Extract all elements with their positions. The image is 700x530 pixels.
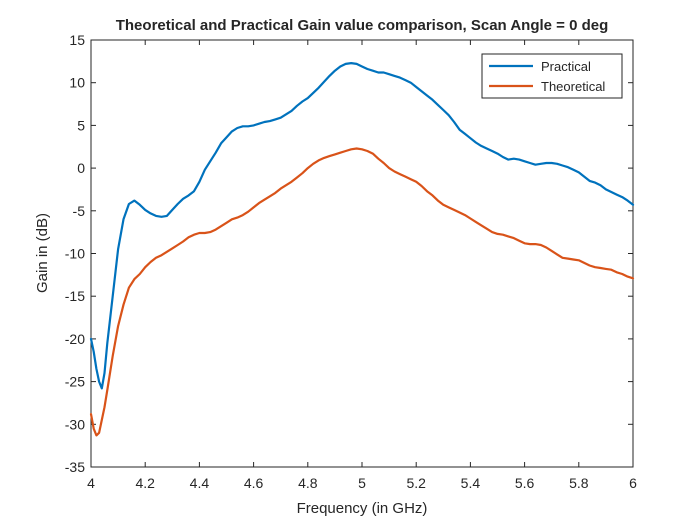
x-tick-label: 4.2 [135, 475, 155, 491]
y-tick-label: -30 [65, 416, 85, 432]
y-tick-label: -5 [73, 203, 86, 219]
axis-tick-labels: 4 4.2 4.4 4.6 4.8 5 5.2 5.4 5.6 5.8 6 -35 -30 -25 -20 -… [65, 32, 637, 491]
legend-box [481, 53, 623, 99]
series-line-practical [89, 61, 635, 390]
y-axis-label: Gain in (dB) [34, 213, 51, 293]
y-tick-label: -25 [65, 374, 85, 390]
x-tick-label: 4.8 [298, 475, 318, 491]
x-tick-label: 6 [629, 475, 637, 491]
series-lines [89, 61, 635, 437]
x-tick-label: 5.8 [569, 475, 589, 491]
x-axis-label: Frequency (in GHz) [297, 500, 428, 517]
x-tick-label: 4.6 [244, 475, 264, 491]
legend: Practical Theoretical [481, 53, 623, 99]
legend-items: Practical Theoretical [489, 59, 605, 94]
y-tick-label: -20 [65, 331, 85, 347]
x-tick-label: 5 [358, 475, 366, 491]
y-tick-label: 10 [69, 75, 85, 91]
x-tick-label: 5.6 [515, 475, 535, 491]
x-tick-label: 4 [87, 475, 95, 491]
x-tick-label: 5.2 [406, 475, 426, 491]
y-tick-label: 5 [77, 117, 85, 133]
y-tick-label: -10 [65, 246, 85, 262]
y-tick-label: -35 [65, 459, 85, 475]
legend-label-theoretical: Theoretical [541, 79, 605, 94]
legend-label-practical: Practical [541, 59, 591, 74]
y-tick-label: 0 [77, 160, 85, 176]
y-tick-label: 15 [69, 32, 85, 48]
x-tick-label: 5.4 [461, 475, 481, 491]
axes-box [90, 39, 634, 468]
chart-title: Theoretical and Practical Gain value com… [116, 17, 609, 34]
series-line-theoretical [89, 147, 635, 437]
x-tick-label: 4.4 [190, 475, 210, 491]
y-tick-label: -15 [65, 288, 85, 304]
